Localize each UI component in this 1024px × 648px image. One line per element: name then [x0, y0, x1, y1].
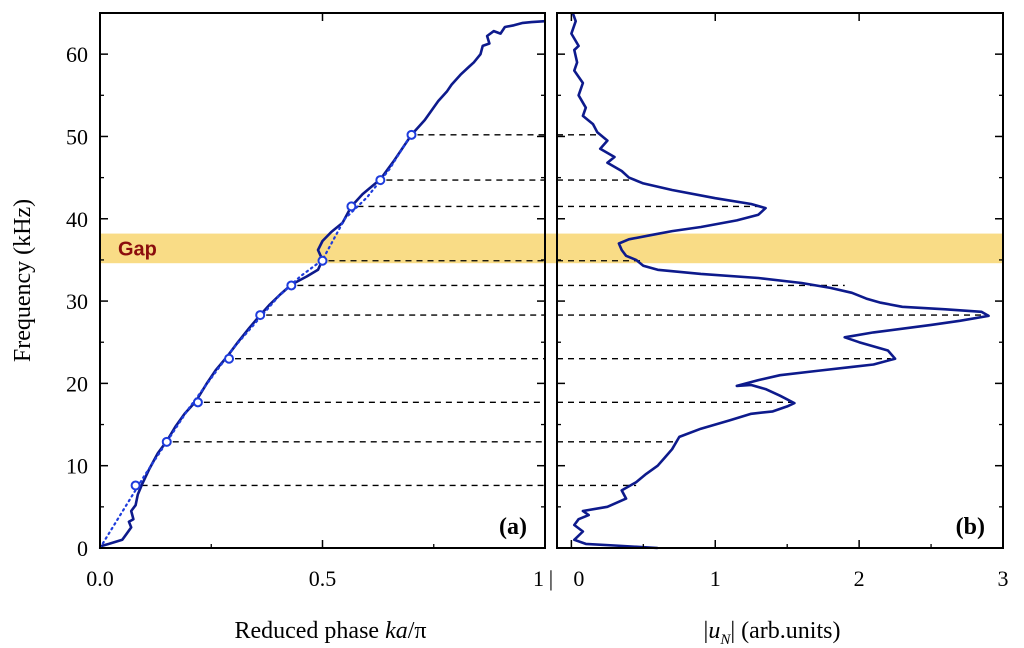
data-marker [161, 436, 172, 447]
x-axis-title-a-part: ka [385, 618, 408, 644]
x-tick-label-b: 0 [573, 566, 584, 591]
gap-label: Gap [118, 238, 157, 260]
y-tick-label: 50 [66, 124, 88, 149]
amplitude-line [570, 12, 990, 550]
x-axis-title-a-part: Reduced phase [234, 618, 385, 644]
x-axis-title-b-part: u [708, 618, 720, 644]
y-tick-label: 0 [77, 536, 88, 561]
x-axis-title-b-part: | (arb.units) [730, 618, 840, 644]
panel-a-frame [99, 12, 546, 549]
data-marker [255, 310, 266, 321]
data-marker [286, 280, 297, 291]
y-tick-label: 10 [66, 454, 88, 479]
data-marker [317, 255, 328, 266]
data-marker [375, 175, 386, 186]
measured-dispersion-line [99, 19, 546, 548]
x-tick-label-b: 1 [710, 566, 721, 591]
data-marker [192, 397, 203, 408]
x-axis-title-b: |uN| (arb.units) [704, 618, 841, 648]
panel-b-label: (b) [956, 514, 985, 540]
data-marker [406, 129, 417, 140]
x-axis-title-a-part: /π [408, 618, 427, 644]
x-tick-label-a: 0.5 [309, 566, 337, 591]
x-axis-title-b-part: N [719, 632, 731, 648]
y-axis-title: Frequency (kHz) [10, 199, 36, 362]
y-tick-label: 20 [66, 371, 88, 396]
x-axis-title-a: Reduced phase ka/π [234, 618, 426, 644]
data-marker [224, 353, 235, 364]
data-marker [130, 480, 141, 491]
theory-dotted-line [98, 132, 413, 550]
panel-b-frame [556, 12, 1004, 549]
x-tick-label-b: 3 [998, 566, 1009, 591]
x-tick-label-a: 0.0 [86, 566, 114, 591]
y-tick-label: 60 [66, 42, 88, 67]
y-tick-label: 40 [66, 207, 88, 232]
panel-separator-label: | [549, 566, 553, 591]
x-axis-title-b-part: | [704, 618, 709, 644]
x-tick-label-a: 1 [533, 566, 544, 591]
x-tick-label-b: 2 [854, 566, 865, 591]
y-tick-label: 30 [66, 289, 88, 314]
panel-a-label: (a) [499, 514, 527, 540]
gap-band [100, 233, 1003, 264]
data-marker [346, 201, 357, 212]
